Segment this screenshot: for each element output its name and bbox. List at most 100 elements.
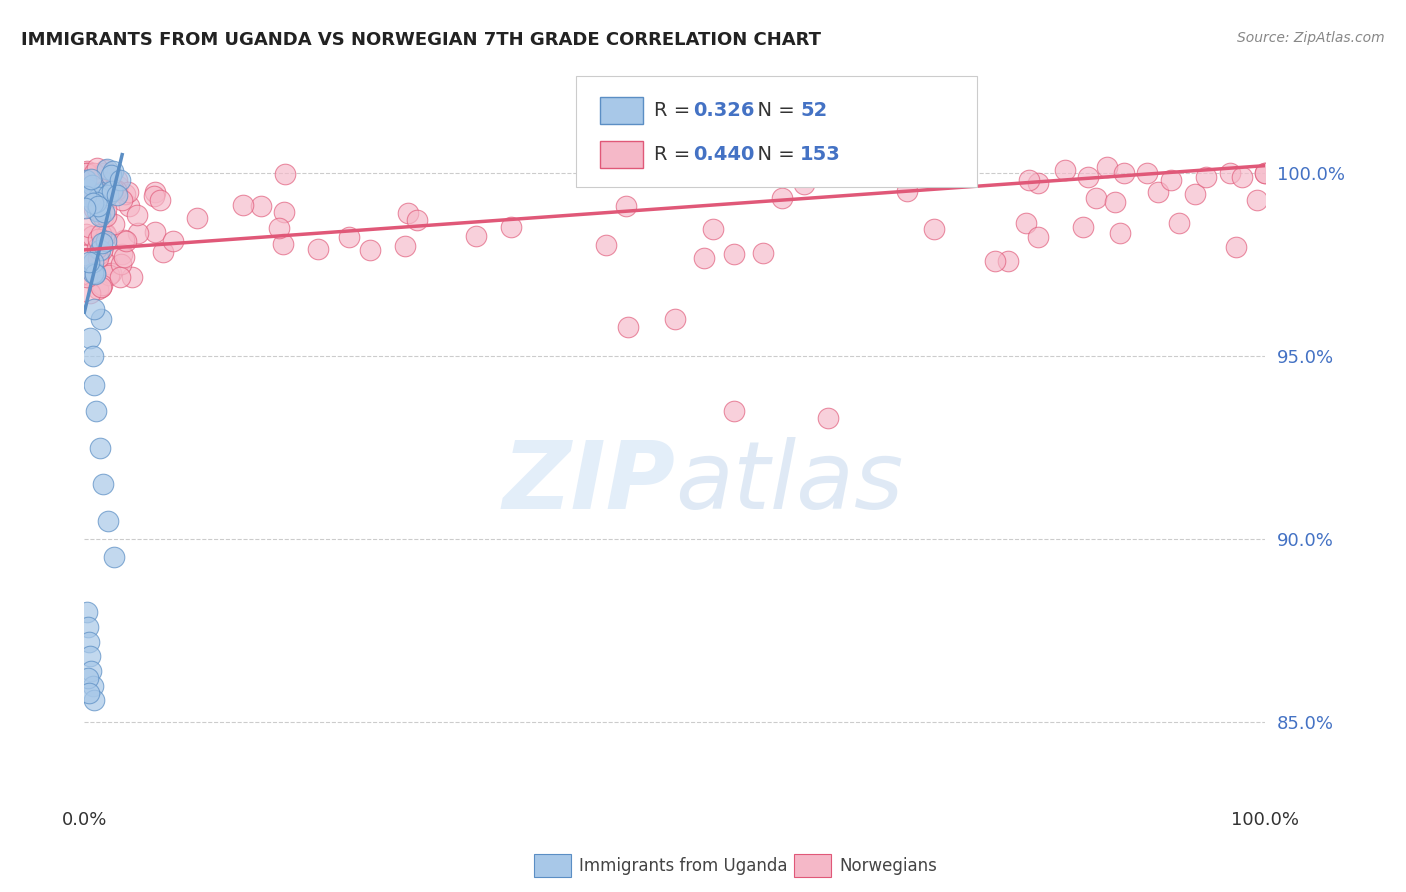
- Point: [614, 199, 637, 213]
- Point: [693, 252, 716, 266]
- Point: [77, 671, 100, 685]
- Point: [79, 172, 101, 186]
- Point: [152, 245, 174, 260]
- Point: [77, 219, 100, 234]
- Point: [307, 242, 329, 256]
- Point: [83, 693, 105, 707]
- Point: [75, 248, 97, 262]
- Text: 153: 153: [800, 145, 841, 164]
- Point: [108, 269, 131, 284]
- Point: [84, 195, 107, 210]
- Point: [89, 180, 111, 194]
- Point: [186, 211, 208, 225]
- Point: [464, 229, 486, 244]
- Text: atlas: atlas: [675, 437, 903, 528]
- Text: Source: ZipAtlas.com: Source: ZipAtlas.com: [1237, 31, 1385, 45]
- Point: [82, 349, 104, 363]
- Point: [1014, 216, 1036, 230]
- Point: [1160, 173, 1182, 187]
- Point: [89, 210, 111, 224]
- Point: [75, 227, 97, 242]
- Point: [1184, 187, 1206, 202]
- Point: [1104, 194, 1126, 209]
- Point: [103, 550, 125, 565]
- Point: [1112, 166, 1135, 180]
- Point: [859, 167, 882, 181]
- Point: [83, 378, 105, 392]
- Point: [271, 237, 294, 252]
- Point: [111, 194, 134, 208]
- Point: [91, 477, 114, 491]
- Point: [232, 198, 254, 212]
- Point: [1254, 166, 1277, 180]
- Point: [89, 441, 111, 455]
- Point: [793, 177, 815, 191]
- Text: IMMIGRANTS FROM UGANDA VS NORWEGIAN 7TH GRADE CORRELATION CHART: IMMIGRANTS FROM UGANDA VS NORWEGIAN 7TH …: [21, 31, 821, 49]
- Point: [87, 247, 110, 261]
- Point: [1136, 166, 1159, 180]
- Point: [79, 285, 101, 300]
- Point: [143, 185, 166, 199]
- Text: N =: N =: [745, 101, 801, 120]
- Point: [93, 166, 115, 180]
- Point: [96, 161, 118, 176]
- Point: [83, 192, 105, 206]
- Point: [75, 189, 97, 203]
- Point: [89, 186, 111, 201]
- Point: [1254, 166, 1277, 180]
- Point: [1167, 215, 1189, 229]
- Point: [405, 213, 427, 227]
- Point: [87, 190, 110, 204]
- Point: [86, 241, 108, 255]
- Point: [76, 606, 98, 620]
- Point: [162, 234, 184, 248]
- Point: [112, 233, 135, 247]
- Point: [394, 239, 416, 253]
- Point: [91, 243, 114, 257]
- Point: [97, 514, 120, 528]
- Point: [96, 257, 118, 271]
- Point: [83, 202, 105, 217]
- Point: [97, 187, 120, 202]
- Point: [84, 404, 107, 418]
- Point: [997, 254, 1019, 268]
- Point: [922, 222, 945, 236]
- Point: [337, 230, 360, 244]
- Point: [76, 166, 98, 180]
- Point: [110, 257, 132, 271]
- Point: [1077, 169, 1099, 184]
- Point: [100, 183, 122, 197]
- Point: [117, 185, 139, 199]
- Point: [121, 270, 143, 285]
- Point: [75, 201, 97, 215]
- Point: [112, 251, 135, 265]
- Point: [86, 199, 108, 213]
- Text: Norwegians: Norwegians: [839, 857, 938, 875]
- Point: [273, 168, 295, 182]
- Point: [103, 218, 125, 232]
- Point: [89, 243, 111, 257]
- Point: [1195, 169, 1218, 184]
- Point: [76, 164, 98, 178]
- Point: [86, 203, 108, 218]
- Point: [250, 199, 273, 213]
- Point: [89, 181, 111, 195]
- Point: [94, 163, 117, 178]
- Point: [111, 247, 134, 261]
- Point: [107, 178, 129, 193]
- Point: [94, 235, 117, 249]
- Point: [80, 229, 103, 244]
- Point: [82, 255, 104, 269]
- Point: [267, 221, 290, 235]
- Point: [1108, 226, 1130, 240]
- Text: 0.440: 0.440: [693, 145, 755, 164]
- Point: [77, 634, 100, 648]
- Text: 0.326: 0.326: [693, 101, 755, 120]
- Point: [396, 206, 419, 220]
- Point: [84, 267, 107, 281]
- Point: [1028, 176, 1050, 190]
- Point: [101, 182, 124, 196]
- Point: [1147, 185, 1170, 199]
- Point: [723, 247, 745, 261]
- Point: [107, 188, 129, 202]
